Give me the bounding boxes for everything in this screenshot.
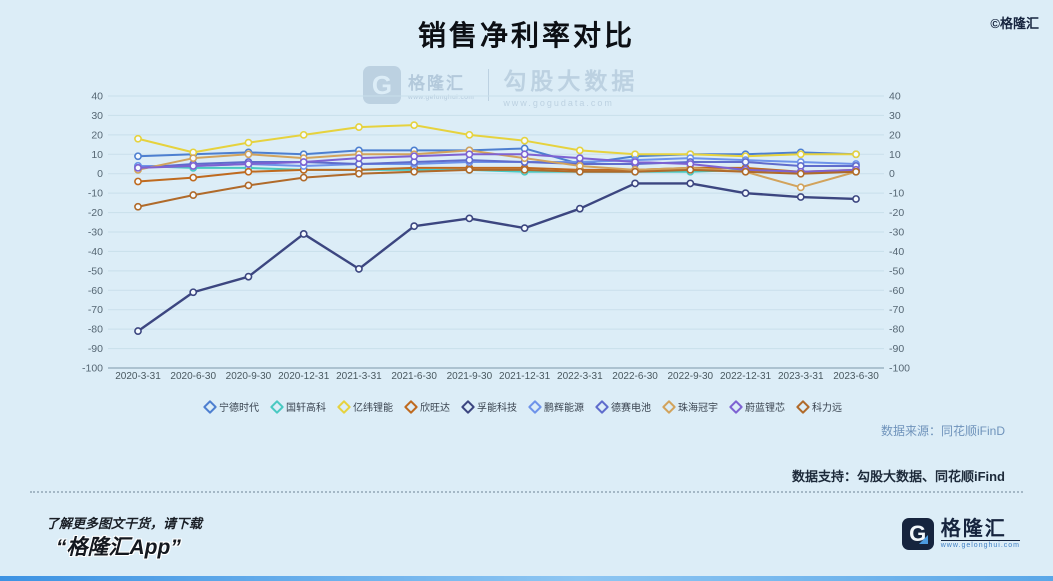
- legend-label: 欣旺达: [420, 403, 450, 414]
- footer-brand-name: 格隆汇: [940, 518, 1007, 540]
- legend-label: 宁德时代: [219, 403, 259, 414]
- svg-text:-40: -40: [889, 246, 904, 258]
- watermark: G 格隆汇 www.gelonghui.com 勾股大数据 www.goguda…: [363, 62, 638, 108]
- legend-diamond-icon: [460, 399, 476, 414]
- legend-label: 鹏辉能源: [544, 403, 584, 414]
- legend-item: 蔚蓝锂芯: [728, 399, 785, 414]
- legend-diamond-icon: [527, 399, 543, 414]
- svg-text:-20: -20: [88, 207, 103, 219]
- svg-text:-60: -60: [88, 285, 103, 297]
- svg-text:20: 20: [889, 129, 901, 141]
- legend-item: 科力远: [795, 399, 842, 414]
- svg-text:30: 30: [91, 110, 103, 122]
- legend-item: 珠海冠宇: [661, 399, 718, 414]
- legend-label: 德赛电池: [611, 403, 651, 414]
- svg-text:-10: -10: [889, 188, 904, 200]
- legend-item: 孚能科技: [460, 399, 517, 414]
- legend-diamond-icon: [795, 399, 811, 414]
- data-support-note: 数据支持：勾股大数据、同花顺iFind: [791, 469, 1005, 484]
- svg-text:-90: -90: [88, 343, 103, 355]
- gelonghui-footer-logo: G 格隆汇 www.gelonghui.com: [901, 518, 1020, 550]
- copyright-label: ©格隆汇: [990, 16, 1039, 31]
- svg-text:-80: -80: [88, 324, 103, 336]
- legend-item: 欣旺达: [403, 399, 450, 414]
- footer-brand-url: www.gelonghui.com: [940, 540, 1020, 549]
- page-title: 销售净利率对比: [417, 20, 635, 51]
- svg-text:0: 0: [97, 168, 103, 180]
- watermark-brand-url: www.gelonghui.com: [408, 94, 475, 101]
- svg-text:2020-9-30: 2020-9-30: [226, 371, 272, 382]
- svg-text:-30: -30: [88, 227, 103, 239]
- svg-text:2021-9-30: 2021-9-30: [447, 371, 493, 382]
- watermark-product: 勾股大数据: [503, 68, 639, 94]
- svg-text:10: 10: [889, 149, 901, 161]
- svg-text:10: 10: [91, 149, 103, 161]
- svg-text:2021-12-31: 2021-12-31: [499, 371, 551, 382]
- svg-text:2020-12-31: 2020-12-31: [278, 371, 330, 382]
- legend-item: 德赛电池: [594, 399, 651, 414]
- svg-text:30: 30: [889, 110, 901, 122]
- watermark-product-url: www.gogudata.com: [503, 98, 614, 108]
- legend-item: 宁德时代: [202, 399, 259, 414]
- svg-text:-60: -60: [889, 285, 904, 297]
- legend-label: 科力远: [812, 403, 842, 414]
- dotted-separator: [30, 491, 1023, 493]
- legend-diamond-icon: [728, 399, 744, 414]
- promo-app-name: “格隆汇App”: [56, 536, 181, 559]
- legend-item: 国轩高科: [269, 399, 326, 414]
- legend-diamond-icon: [336, 399, 352, 414]
- watermark-divider: [488, 69, 490, 101]
- legend: 宁德时代 国轩高科 亿纬锂能 欣旺达 孚能科技 鹏辉能源 德赛电池 珠海冠宇 蔚蓝锂芯 科力远: [202, 399, 842, 414]
- legend-label: 亿纬锂能: [353, 403, 393, 414]
- legend-diamond-icon: [202, 399, 218, 414]
- legend-label: 蔚蓝锂芯: [745, 403, 785, 414]
- gelonghui-logo-icon: G: [363, 66, 401, 104]
- legend-diamond-icon: [403, 399, 419, 414]
- svg-text:2023-3-31: 2023-3-31: [778, 371, 824, 382]
- legend-item: 鹏辉能源: [527, 399, 584, 414]
- svg-text:2020-3-31: 2020-3-31: [115, 371, 161, 382]
- svg-text:2021-3-31: 2021-3-31: [336, 371, 382, 382]
- svg-text:40: 40: [889, 91, 901, 103]
- svg-text:-50: -50: [889, 265, 904, 277]
- svg-text:2023-6-30: 2023-6-30: [833, 371, 879, 382]
- line-chart: 40 40 30 30 20 20 10 10 0 0 -10 -10 -20 -20 -30 -30 -40 -…: [82, 91, 910, 383]
- svg-text:-90: -90: [889, 343, 904, 355]
- svg-text:2020-6-30: 2020-6-30: [170, 371, 216, 382]
- legend-label: 国轩高科: [286, 403, 326, 414]
- legend-diamond-icon: [269, 399, 285, 414]
- gelonghui-logo-icon: G: [901, 518, 934, 550]
- bottom-accent-bar: [0, 576, 1053, 581]
- promo-text: 了解更多图文干货，请下载: [46, 516, 203, 531]
- watermark-brand: 格隆汇: [408, 74, 465, 93]
- data-source-note: 数据来源：同花顺iFinD: [880, 424, 1005, 438]
- svg-text:20: 20: [91, 129, 103, 141]
- svg-text:-30: -30: [889, 227, 904, 239]
- svg-text:2022-12-31: 2022-12-31: [720, 371, 772, 382]
- legend-label: 孚能科技: [477, 403, 517, 414]
- legend-diamond-icon: [594, 399, 610, 414]
- svg-text:-70: -70: [88, 304, 103, 316]
- svg-text:0: 0: [889, 168, 895, 180]
- svg-text:2021-6-30: 2021-6-30: [391, 371, 437, 382]
- svg-text:-80: -80: [889, 324, 904, 336]
- svg-text:40: 40: [91, 91, 103, 103]
- legend-diamond-icon: [661, 399, 677, 414]
- logo-triangle-icon: [918, 535, 928, 544]
- svg-text:2022-6-30: 2022-6-30: [612, 371, 658, 382]
- svg-text:2022-9-30: 2022-9-30: [668, 371, 714, 382]
- legend-item: 亿纬锂能: [336, 399, 393, 414]
- svg-text:-100: -100: [82, 363, 103, 375]
- svg-text:-100: -100: [889, 363, 910, 375]
- svg-text:-20: -20: [889, 207, 904, 219]
- svg-text:-50: -50: [88, 265, 103, 277]
- svg-text:-70: -70: [889, 304, 904, 316]
- svg-text:-10: -10: [88, 188, 103, 200]
- legend-label: 珠海冠宇: [678, 403, 718, 414]
- svg-text:-40: -40: [88, 246, 103, 258]
- svg-text:2022-3-31: 2022-3-31: [557, 371, 603, 382]
